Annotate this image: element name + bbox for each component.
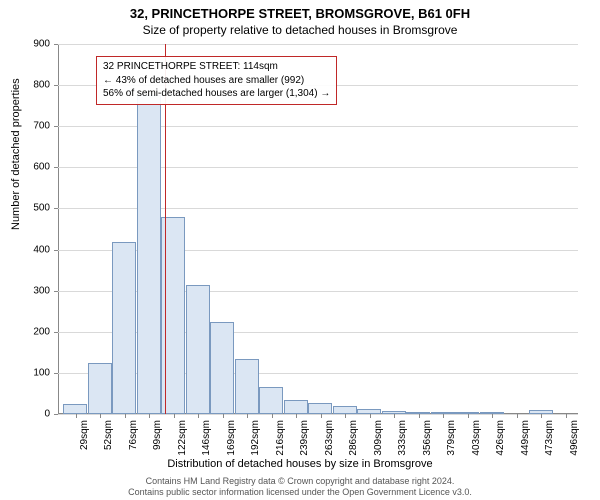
y-tick-label: 300 xyxy=(20,285,50,296)
y-tick-mark xyxy=(54,126,58,127)
histogram-bar xyxy=(186,285,210,415)
x-tick-mark xyxy=(174,414,175,418)
y-tick-label: 200 xyxy=(20,326,50,337)
histogram-bar xyxy=(112,242,136,414)
annotation-box: 32 PRINCETHORPE STREET: 114sqm← 43% of d… xyxy=(96,56,337,105)
x-tick-label: 496sqm xyxy=(569,420,580,456)
histogram-chart: 29sqm52sqm76sqm99sqm122sqm146sqm169sqm19… xyxy=(58,44,578,414)
grid-line xyxy=(58,44,578,45)
x-tick-mark xyxy=(272,414,273,418)
x-tick-mark xyxy=(296,414,297,418)
x-tick-label: 309sqm xyxy=(373,420,384,456)
footer-line-1: Contains HM Land Registry data © Crown c… xyxy=(0,476,600,487)
y-axis-line xyxy=(58,44,59,414)
x-tick-mark xyxy=(566,414,567,418)
histogram-bar xyxy=(88,363,112,414)
y-tick-mark xyxy=(54,167,58,168)
x-tick-mark xyxy=(125,414,126,418)
y-tick-label: 400 xyxy=(20,244,50,255)
y-tick-mark xyxy=(54,373,58,374)
x-tick-label: 356sqm xyxy=(422,420,433,456)
x-tick-label: 379sqm xyxy=(446,420,457,456)
x-tick-label: 169sqm xyxy=(226,420,237,456)
histogram-bar xyxy=(308,403,332,415)
y-tick-mark xyxy=(54,414,58,415)
x-tick-label: 146sqm xyxy=(201,420,212,456)
histogram-bar xyxy=(63,404,87,414)
y-tick-label: 500 xyxy=(20,203,50,214)
x-tick-label: 239sqm xyxy=(299,420,310,456)
x-tick-label: 76sqm xyxy=(128,420,139,450)
y-tick-label: 100 xyxy=(20,367,50,378)
x-tick-mark xyxy=(492,414,493,418)
x-tick-label: 333sqm xyxy=(397,420,408,456)
x-tick-mark xyxy=(370,414,371,418)
x-tick-mark xyxy=(247,414,248,418)
x-tick-mark xyxy=(198,414,199,418)
plot-area: 29sqm52sqm76sqm99sqm122sqm146sqm169sqm19… xyxy=(58,44,578,414)
x-tick-label: 403sqm xyxy=(471,420,482,456)
x-tick-label: 192sqm xyxy=(250,420,261,456)
x-tick-mark xyxy=(517,414,518,418)
y-tick-label: 0 xyxy=(20,409,50,420)
x-tick-mark xyxy=(345,414,346,418)
x-tick-label: 449sqm xyxy=(520,420,531,456)
chart-container: 32, PRINCETHORPE STREET, BROMSGROVE, B61… xyxy=(0,0,600,500)
histogram-bar xyxy=(210,322,234,415)
x-tick-label: 286sqm xyxy=(348,420,359,456)
x-axis-label: Distribution of detached houses by size … xyxy=(0,458,600,470)
footer: Contains HM Land Registry data © Crown c… xyxy=(0,476,600,498)
page-subtitle: Size of property relative to detached ho… xyxy=(0,23,600,37)
histogram-bar xyxy=(259,387,283,414)
y-tick-mark xyxy=(54,291,58,292)
x-tick-label: 29sqm xyxy=(79,420,90,450)
x-tick-mark xyxy=(76,414,77,418)
histogram-bar xyxy=(235,359,259,415)
histogram-bar xyxy=(333,406,357,414)
x-tick-mark xyxy=(149,414,150,418)
page-title: 32, PRINCETHORPE STREET, BROMSGROVE, B61… xyxy=(0,0,600,21)
x-tick-label: 263sqm xyxy=(324,420,335,456)
x-tick-label: 473sqm xyxy=(544,420,555,456)
annotation-line: ← 43% of detached houses are smaller (99… xyxy=(103,74,330,88)
y-tick-mark xyxy=(54,44,58,45)
x-tick-mark xyxy=(419,414,420,418)
x-tick-label: 99sqm xyxy=(152,420,163,450)
x-tick-label: 216sqm xyxy=(275,420,286,456)
x-tick-mark xyxy=(394,414,395,418)
y-tick-mark xyxy=(54,208,58,209)
x-tick-mark xyxy=(100,414,101,418)
y-tick-mark xyxy=(54,250,58,251)
x-tick-label: 426sqm xyxy=(495,420,506,456)
histogram-bar xyxy=(284,400,308,414)
annotation-line: 32 PRINCETHORPE STREET: 114sqm xyxy=(103,60,330,74)
y-tick-mark xyxy=(54,332,58,333)
y-tick-label: 700 xyxy=(20,121,50,132)
y-tick-mark xyxy=(54,85,58,86)
x-tick-mark xyxy=(223,414,224,418)
y-tick-label: 800 xyxy=(20,80,50,91)
y-tick-label: 900 xyxy=(20,39,50,50)
footer-line-2: Contains public sector information licen… xyxy=(0,487,600,498)
grid-line xyxy=(58,414,578,415)
x-tick-mark xyxy=(321,414,322,418)
x-tick-label: 122sqm xyxy=(177,420,188,456)
histogram-bar xyxy=(137,95,161,414)
x-tick-mark xyxy=(443,414,444,418)
y-tick-label: 600 xyxy=(20,162,50,173)
x-tick-mark xyxy=(541,414,542,418)
annotation-line: 56% of semi-detached houses are larger (… xyxy=(103,87,330,101)
x-tick-label: 52sqm xyxy=(103,420,114,450)
x-tick-mark xyxy=(468,414,469,418)
